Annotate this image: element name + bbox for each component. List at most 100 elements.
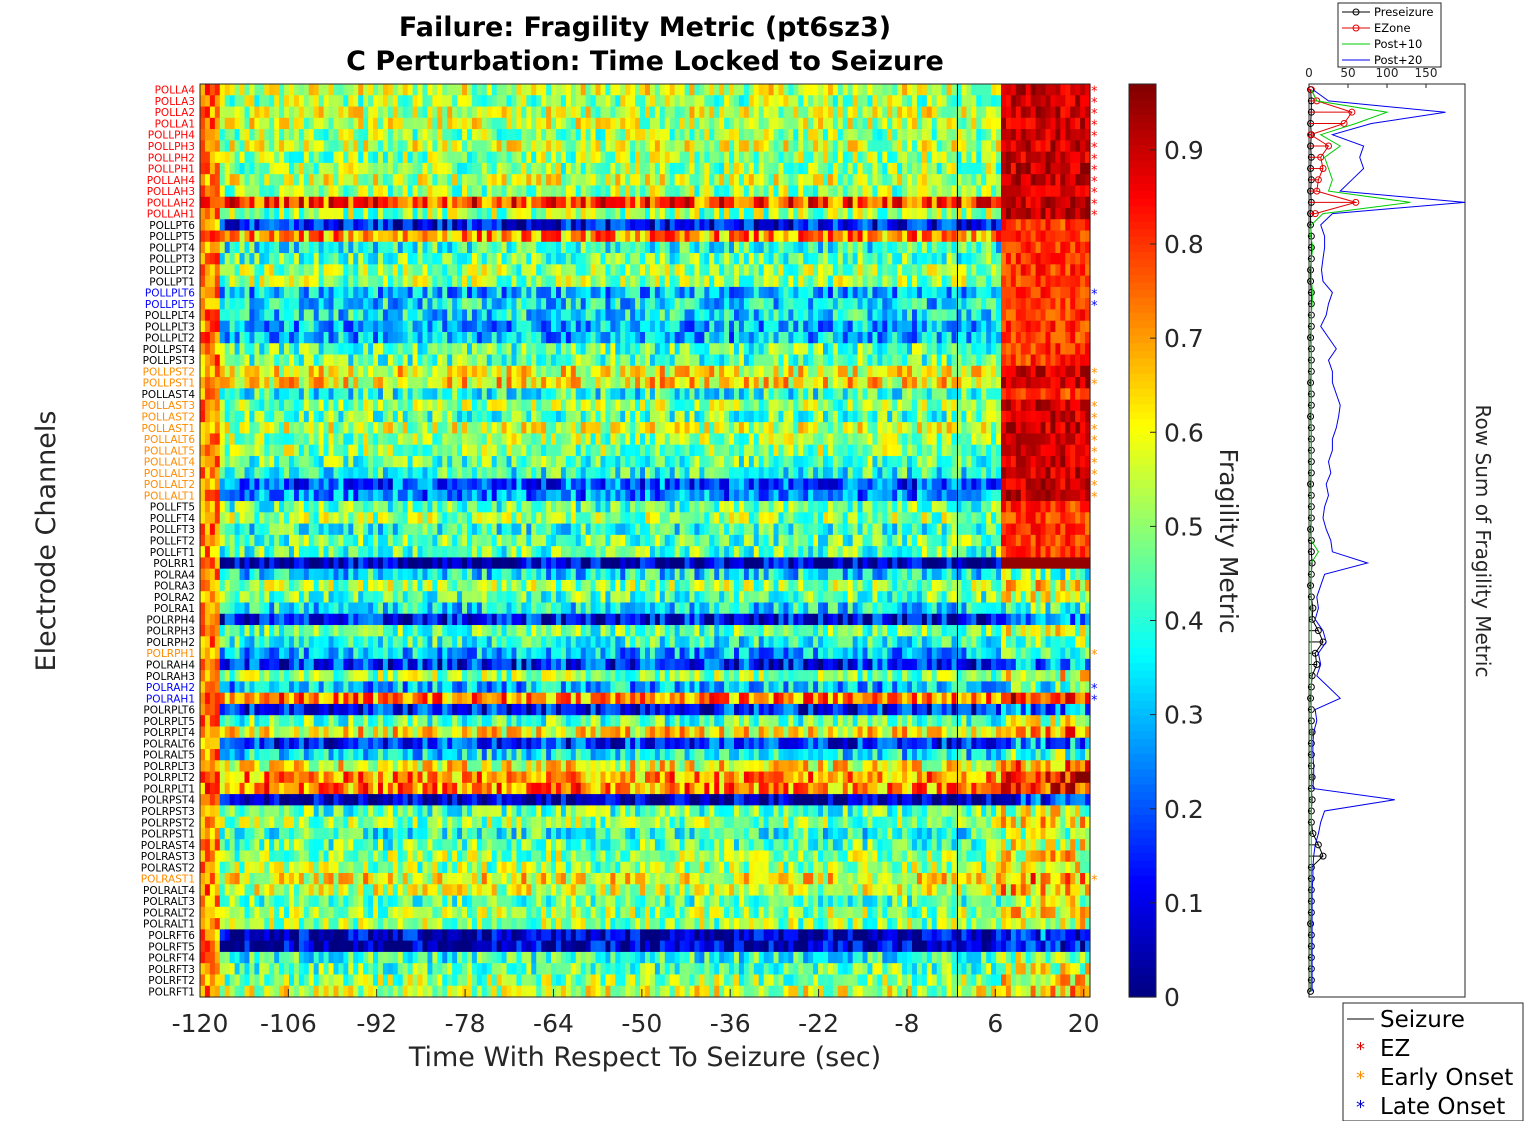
heatmap-cell: [462, 253, 468, 265]
heatmap-cell: [991, 117, 997, 130]
heatmap-cell: [363, 298, 369, 311]
heatmap-cell: [447, 275, 453, 288]
heatmap-cell: [516, 151, 522, 164]
heatmap-cell: [219, 230, 226, 243]
heatmap-cell: [986, 140, 992, 153]
heatmap-cell: [912, 117, 918, 130]
heatmap-cell: [714, 162, 720, 175]
heatmap-cell: [610, 264, 616, 277]
heatmap-cell: [338, 140, 344, 153]
heatmap-cell: [907, 151, 913, 164]
heatmap-cell: [353, 129, 359, 141]
heatmap-cell: [254, 298, 260, 311]
heatmap-cell: [1080, 298, 1086, 311]
heatmap-cell: [1080, 117, 1086, 130]
heatmap-cell: [432, 320, 438, 333]
heatmap-cell: [323, 354, 330, 367]
heatmap-cell: [827, 331, 834, 344]
heatmap-cell: [437, 219, 443, 232]
heatmap-cell: [486, 207, 493, 220]
heatmap-cell: [269, 207, 275, 220]
heatmap-cell: [491, 309, 498, 322]
heatmap-cell: [442, 174, 448, 187]
heatmap-cell: [303, 343, 310, 356]
heatmap-cell: [200, 219, 206, 232]
heatmap-cell: [363, 309, 369, 322]
heatmap-cell: [274, 343, 280, 356]
heatmap-cell: [526, 196, 532, 209]
heatmap-cell: [511, 253, 518, 265]
heatmap-cell: [902, 129, 908, 141]
heatmap-cell: [630, 309, 636, 322]
heatmap-cell: [412, 117, 419, 130]
heatmap-cell: [832, 95, 839, 108]
heatmap-cell: [437, 84, 443, 96]
heatmap-cell: [640, 95, 646, 108]
heatmap-cell: [719, 84, 725, 96]
heatmap-cell: [694, 377, 700, 389]
heatmap-cell: [476, 365, 483, 378]
heatmap-cell: [610, 253, 616, 265]
heatmap-cell: [541, 354, 547, 367]
heatmap-cell: [1015, 140, 1022, 153]
heatmap-cell: [748, 331, 755, 344]
heatmap-cell: [986, 84, 992, 96]
heatmap-cell: [224, 230, 231, 243]
heatmap-cell: [1065, 162, 1071, 175]
heatmap-cell: [521, 365, 527, 378]
heatmap-cell: [921, 298, 928, 311]
heatmap-cell: [724, 365, 730, 378]
heatmap-cell: [882, 354, 888, 367]
heatmap-cell: [293, 343, 300, 356]
heatmap-cell: [768, 95, 775, 108]
heatmap-cell: [615, 95, 621, 108]
heatmap-cell: [546, 253, 552, 265]
heatmap-cell: [1015, 219, 1022, 232]
heatmap-cell: [857, 309, 864, 322]
heatmap-cell: [902, 140, 908, 153]
heatmap-cell: [289, 365, 295, 378]
heatmap-cell: [991, 264, 997, 277]
heatmap-cell: [209, 354, 216, 367]
heatmap-cell: [387, 84, 394, 96]
heatmap-cell: [457, 365, 463, 378]
heatmap-cell: [704, 174, 710, 187]
heatmap-cell: [560, 84, 567, 96]
heatmap-cell: [1085, 196, 1091, 209]
heatmap-cell: [664, 264, 671, 277]
heatmap-cell: [649, 185, 656, 198]
heatmap-cell: [1001, 241, 1007, 254]
heatmap-cell: [649, 253, 656, 265]
heatmap-cell: [328, 331, 335, 344]
heatmap-cell: [748, 230, 755, 243]
heatmap-cell: [773, 151, 780, 164]
heatmap-cell: [1020, 264, 1027, 277]
heatmap-cell: [333, 343, 340, 356]
heatmap-cell: [516, 162, 522, 175]
heatmap-cell: [654, 129, 661, 141]
heatmap-cell: [610, 309, 616, 322]
heatmap-cell: [1045, 129, 1052, 141]
heatmap-cell: [659, 286, 666, 299]
heatmap-cell: [941, 196, 948, 209]
heatmap-cell: [897, 106, 903, 119]
heatmap-cell: [1001, 174, 1007, 187]
heatmap-cell: [308, 241, 315, 254]
heatmap-cell: [857, 343, 864, 356]
heatmap-cell: [847, 162, 854, 175]
heatmap-cell: [926, 162, 933, 175]
heatmap-cell: [1001, 95, 1007, 108]
heatmap-cell: [249, 140, 255, 153]
heatmap-cell: [234, 174, 241, 187]
heatmap-cell: [506, 151, 513, 164]
heatmap-cell: [788, 174, 794, 187]
heatmap-cell: [654, 207, 661, 220]
heatmap-cell: [462, 84, 468, 96]
heatmap-cell: [763, 162, 770, 175]
heatmap-cell: [526, 253, 532, 265]
heatmap-cell: [565, 298, 572, 311]
heatmap-cell: [654, 298, 661, 311]
heatmap-cell: [788, 151, 794, 164]
heatmap-cell: [387, 95, 394, 108]
heatmap-cell: [427, 331, 433, 344]
